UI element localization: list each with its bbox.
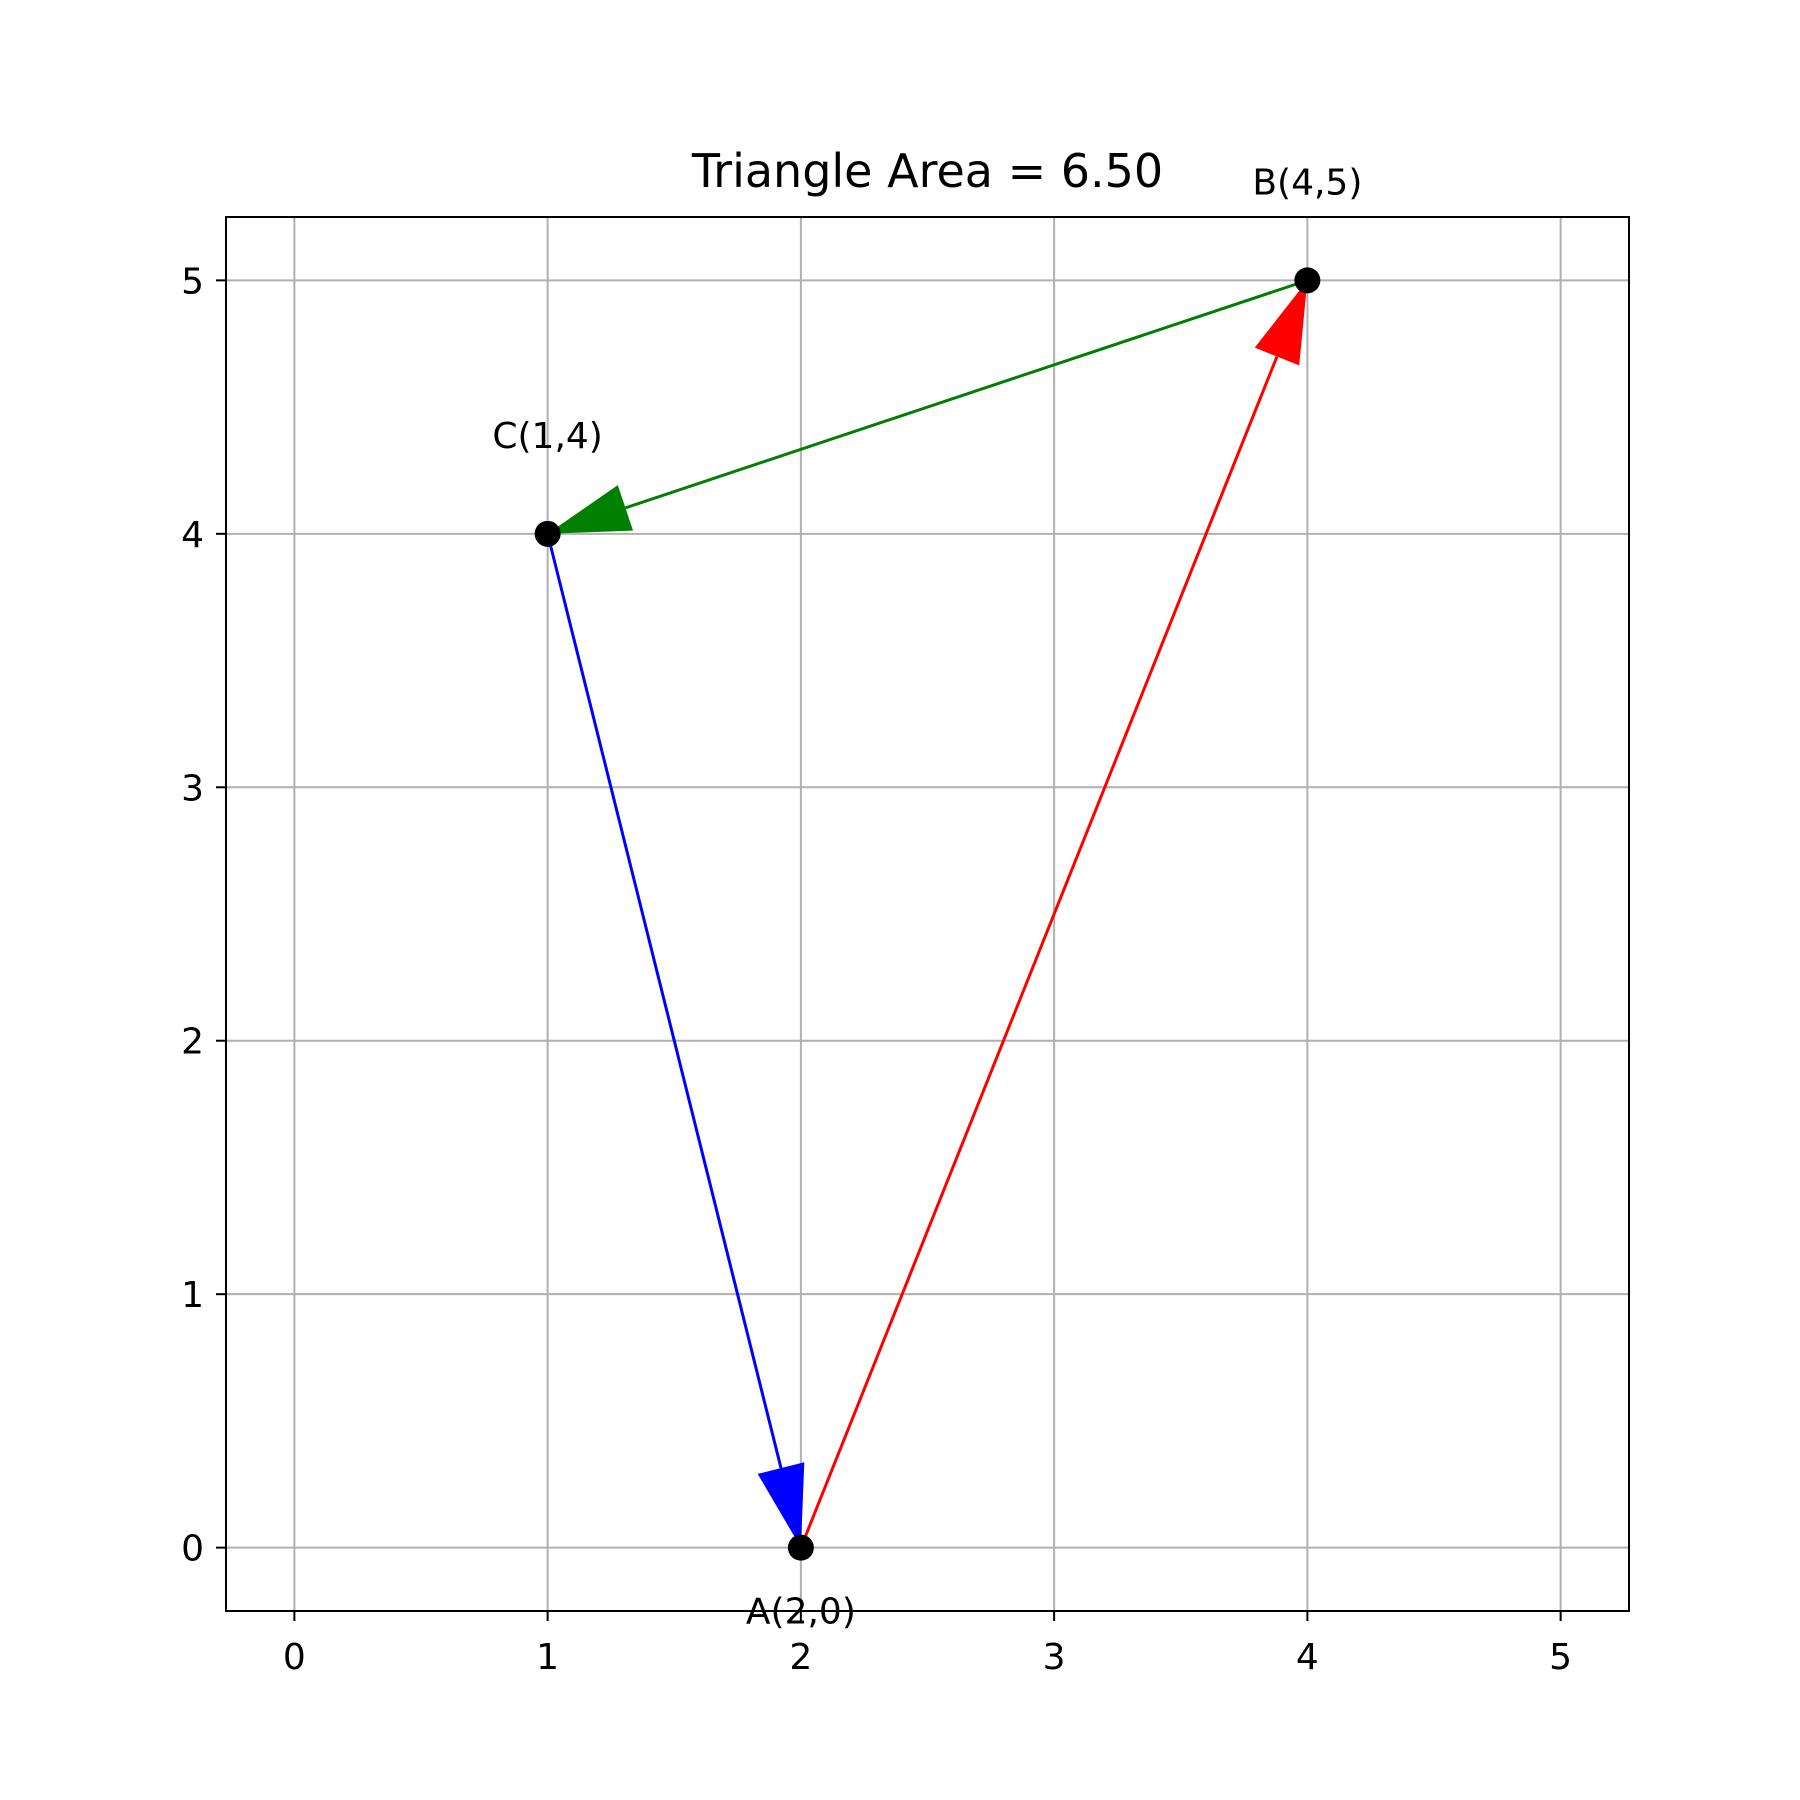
- y-tick-label: 4: [181, 515, 204, 556]
- vector-b-to-c-line: [624, 278, 1308, 510]
- x-tick-label: 2: [789, 1637, 812, 1678]
- y-tick-label: 1: [181, 1275, 204, 1316]
- point-c: [534, 520, 561, 547]
- vector-c-to-a-line: [546, 533, 783, 1469]
- vector-c-to-a-arrowhead: [757, 1462, 805, 1548]
- chart-title: Triangle Area = 6.50: [691, 144, 1163, 198]
- y-tick-label: 3: [181, 768, 204, 809]
- x-tick-label: 4: [1296, 1637, 1319, 1678]
- x-tick-label: 1: [536, 1637, 559, 1678]
- point-label-a: A(2,0): [746, 1592, 856, 1633]
- vector-b-to-c-arrowhead: [547, 485, 633, 534]
- point-a: [787, 1534, 814, 1561]
- point-label-b: B(4,5): [1252, 162, 1362, 203]
- point-labels: A(2,0) B(4,5) C(1,4): [492, 162, 1362, 1632]
- point-b: [1294, 267, 1321, 294]
- y-tick-label: 0: [181, 1529, 204, 1570]
- x-tick-label: 0: [283, 1637, 306, 1678]
- x-tick-label: 5: [1549, 1637, 1572, 1678]
- point-label-c: C(1,4): [492, 416, 602, 457]
- x-axis-ticks: 0 1 2 3 4 5: [283, 1611, 1572, 1678]
- x-tick-label: 3: [1043, 1637, 1066, 1678]
- y-tick-label: 5: [181, 261, 204, 302]
- y-tick-label: 2: [181, 1022, 204, 1063]
- vector-a-to-b-line: [799, 355, 1279, 1549]
- y-axis-ticks: 0 1 2 3 4 5: [181, 261, 226, 1570]
- vectors: [546, 278, 1308, 1549]
- points: [534, 267, 1321, 1561]
- vector-a-to-b-arrowhead: [1254, 280, 1308, 366]
- axes-frame: [225, 216, 1630, 1612]
